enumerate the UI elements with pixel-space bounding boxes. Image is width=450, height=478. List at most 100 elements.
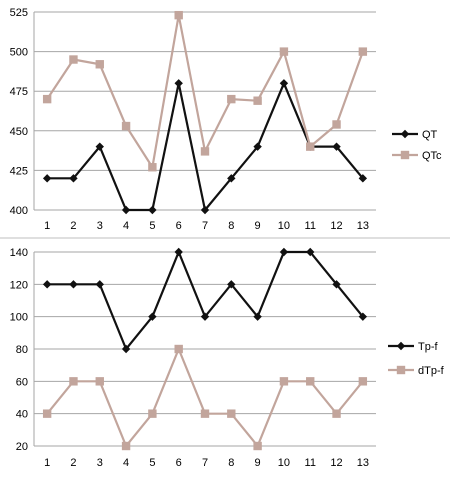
data-point-qtc (332, 120, 341, 129)
x-tick-label: 2 (70, 220, 76, 232)
legend-label-qtc: QTc (422, 150, 442, 162)
y-tick-label: 450 (10, 126, 28, 138)
data-point-qt (95, 142, 104, 151)
data-point-dtp-f (279, 377, 289, 386)
data-point-tp-f (121, 344, 131, 354)
data-point-qtc (42, 94, 52, 104)
data-point-qtc (306, 142, 315, 151)
x-tick-label: 9 (255, 220, 261, 232)
legend-label-dtp-f: dTp-f (418, 365, 445, 377)
data-point-tp-f (253, 312, 262, 321)
legend-label-qt: QT (422, 129, 438, 141)
data-point-dtp-f (200, 409, 210, 418)
data-point-qt (121, 205, 131, 215)
data-point-qtc (227, 94, 236, 104)
x-tick-label: 6 (176, 457, 182, 469)
data-point-qt (332, 142, 341, 151)
legend-marker-qt (400, 129, 410, 139)
data-point-qtc (253, 96, 262, 105)
x-tick-label: 10 (278, 220, 290, 232)
x-tick-label: 5 (149, 220, 155, 232)
data-point-qt (279, 79, 289, 88)
data-point-dtp-f (332, 409, 341, 418)
data-point-dtp-f (121, 441, 131, 451)
data-point-qt (227, 174, 236, 183)
data-point-qt (148, 205, 157, 215)
data-point-qt (200, 205, 210, 215)
data-point-tp-f (200, 312, 210, 321)
data-point-qtc (200, 147, 210, 156)
data-point-qtc (95, 60, 104, 69)
y-tick-label: 40 (16, 409, 28, 421)
data-point-qtc (148, 163, 157, 172)
x-tick-label: 3 (97, 457, 103, 469)
data-point-qt (69, 174, 78, 183)
x-tick-label: 13 (357, 457, 369, 469)
data-point-tp-f (42, 280, 52, 289)
data-point-tp-f (279, 247, 289, 257)
y-tick-label: 100 (10, 312, 28, 324)
data-point-qtc (121, 121, 131, 131)
x-tick-label: 11 (305, 220, 316, 232)
y-tick-label: 425 (10, 165, 28, 177)
y-tick-label: 475 (10, 86, 28, 98)
x-tick-label: 12 (330, 220, 342, 232)
legend-marker-qtc (400, 150, 410, 160)
data-point-dtp-f (95, 377, 104, 386)
data-point-dtp-f (253, 441, 262, 451)
data-point-tp-f (227, 280, 236, 289)
x-tick-label: 5 (149, 457, 155, 469)
data-point-tp-f (332, 280, 341, 289)
x-tick-label: 10 (278, 457, 290, 469)
data-point-qtc (69, 55, 78, 64)
data-point-qt (42, 174, 52, 183)
x-tick-label: 13 (357, 220, 369, 232)
x-tick-label: 2 (70, 457, 76, 469)
series-line-dtp-f (46, 346, 364, 449)
x-tick-label: 12 (330, 457, 342, 469)
x-tick-label: 9 (255, 457, 261, 469)
x-tick-label: 4 (123, 457, 129, 469)
y-tick-label: 400 (10, 205, 28, 217)
data-point-dtp-f (148, 409, 157, 418)
x-tick-label: 8 (228, 220, 234, 232)
data-point-dtp-f (358, 377, 368, 386)
x-tick-label: 8 (228, 457, 234, 469)
y-tick-label: 80 (16, 344, 28, 356)
legend-label-tp-f: Tp-f (418, 341, 439, 353)
legend-marker-dtp-f (396, 365, 406, 375)
data-point-qtc (358, 47, 368, 56)
data-point-tp-f (148, 312, 157, 321)
data-point-qt (174, 79, 183, 88)
data-point-qt (358, 174, 368, 183)
data-point-dtp-f (69, 377, 78, 386)
x-tick-label: 7 (202, 457, 208, 469)
x-tick-label: 3 (97, 220, 103, 232)
x-tick-label: 11 (305, 457, 316, 469)
series-line-tp-f (47, 249, 364, 352)
y-tick-label: 140 (10, 247, 28, 259)
data-point-qtc (279, 47, 289, 56)
data-point-tp-f (95, 280, 104, 289)
data-point-tp-f (358, 312, 368, 321)
data-point-tp-f (69, 280, 78, 289)
data-point-dtp-f (174, 344, 183, 354)
data-point-tp-f (306, 247, 315, 257)
x-tick-label: 4 (123, 220, 129, 232)
y-tick-label: 525 (10, 7, 28, 19)
y-tick-label: 500 (10, 47, 28, 59)
y-tick-label: 60 (16, 376, 28, 388)
y-tick-label: 120 (10, 279, 28, 291)
data-point-dtp-f (42, 409, 52, 418)
y-tick-label: 20 (16, 441, 28, 453)
data-point-qt (253, 142, 262, 151)
legend-marker-tp-f (396, 341, 406, 351)
x-tick-label: 1 (44, 220, 50, 232)
data-point-dtp-f (306, 377, 315, 386)
x-tick-label: 7 (202, 220, 208, 232)
data-point-tp-f (174, 247, 183, 257)
